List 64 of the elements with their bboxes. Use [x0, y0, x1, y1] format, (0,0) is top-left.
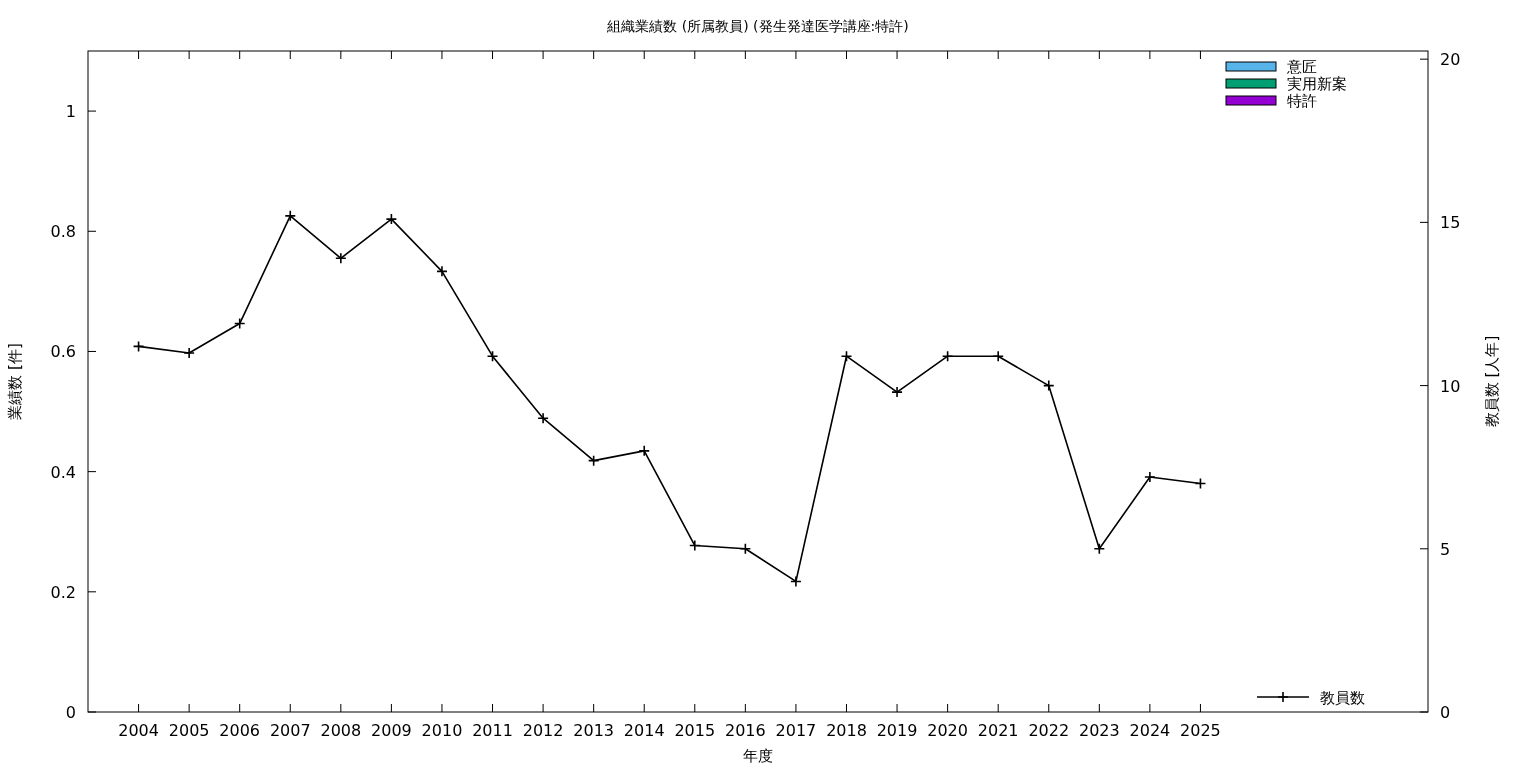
x-tick-label: 2013 — [573, 721, 615, 740]
x-tick-label: 2015 — [674, 721, 716, 740]
point — [739, 542, 752, 555]
point — [1194, 477, 1207, 490]
y-tick-label: 0.2 — [50, 582, 76, 602]
point — [233, 317, 246, 330]
x-axis-title: 年度 — [743, 747, 773, 765]
y-tick-label: 0 — [65, 703, 76, 722]
y-tick-label: 0.8 — [50, 222, 76, 242]
x-tick-label: 2010 — [421, 721, 463, 740]
point — [941, 350, 954, 362]
y2-tick-label: 20 — [1440, 50, 1461, 70]
x-tick-label: 2009 — [371, 721, 412, 740]
point — [436, 265, 448, 278]
point — [537, 412, 549, 425]
point — [992, 350, 1004, 362]
legend-label: 教員数 — [1320, 689, 1365, 707]
point — [638, 445, 651, 457]
point — [183, 347, 195, 359]
legend-label: 意匠 — [1286, 58, 1317, 76]
x-tick-label: 2012 — [522, 721, 564, 740]
y-tick-label: 0.6 — [50, 342, 76, 362]
point — [688, 539, 701, 552]
y2-axis-title: 教員数 [人年] — [1483, 335, 1501, 428]
x-tick-label: 2011 — [472, 721, 513, 740]
line-key: 教員数 — [1256, 689, 1365, 707]
x-tick-label: 2004 — [118, 721, 159, 740]
point — [790, 575, 802, 588]
point — [1042, 379, 1055, 392]
y2-tick-label: 0 — [1440, 703, 1451, 722]
x-tick-label: 2024 — [1129, 721, 1171, 740]
x-tick-label: 2006 — [219, 721, 261, 740]
x-tick-label: 2020 — [927, 721, 968, 740]
y-tick-label: 0.4 — [50, 462, 76, 482]
point — [284, 210, 297, 222]
point — [587, 454, 600, 467]
x-tick-label: 2017 — [775, 721, 817, 740]
point — [335, 252, 347, 265]
x-tick-label: 2019 — [876, 721, 918, 740]
y2-tick-label: 5 — [1440, 539, 1451, 559]
x-tick-label: 2007 — [269, 721, 311, 740]
legend-label: 特許 — [1287, 92, 1317, 110]
point — [1144, 471, 1156, 483]
x-tick-label: 2021 — [977, 721, 1019, 740]
point — [1093, 542, 1106, 555]
y2-tick-label: 10 — [1440, 376, 1461, 396]
x-tick-label: 2022 — [1028, 721, 1070, 740]
y-tick-label: 1 — [65, 102, 76, 122]
chart-title: 組織業績数 (所属教員) (発生発達医学講座:特許) — [606, 18, 909, 34]
x-tick-label: 2023 — [1078, 721, 1120, 740]
x-tick-label: 2025 — [1180, 721, 1221, 740]
x-tick-label: 2005 — [168, 721, 210, 740]
point — [385, 213, 398, 225]
y2-tick-label: 15 — [1440, 213, 1461, 233]
x-tick-label: 2014 — [623, 721, 665, 740]
point — [132, 340, 145, 353]
x-tick-label: 2016 — [725, 721, 766, 740]
x-tick-label: 2008 — [320, 721, 362, 740]
point — [891, 386, 903, 398]
legend-label: 実用新案 — [1287, 75, 1347, 93]
point — [840, 350, 853, 362]
x-tick-label: 2018 — [826, 721, 867, 740]
point — [486, 350, 499, 362]
y-axis-title: 業績数 [件] — [6, 343, 24, 420]
